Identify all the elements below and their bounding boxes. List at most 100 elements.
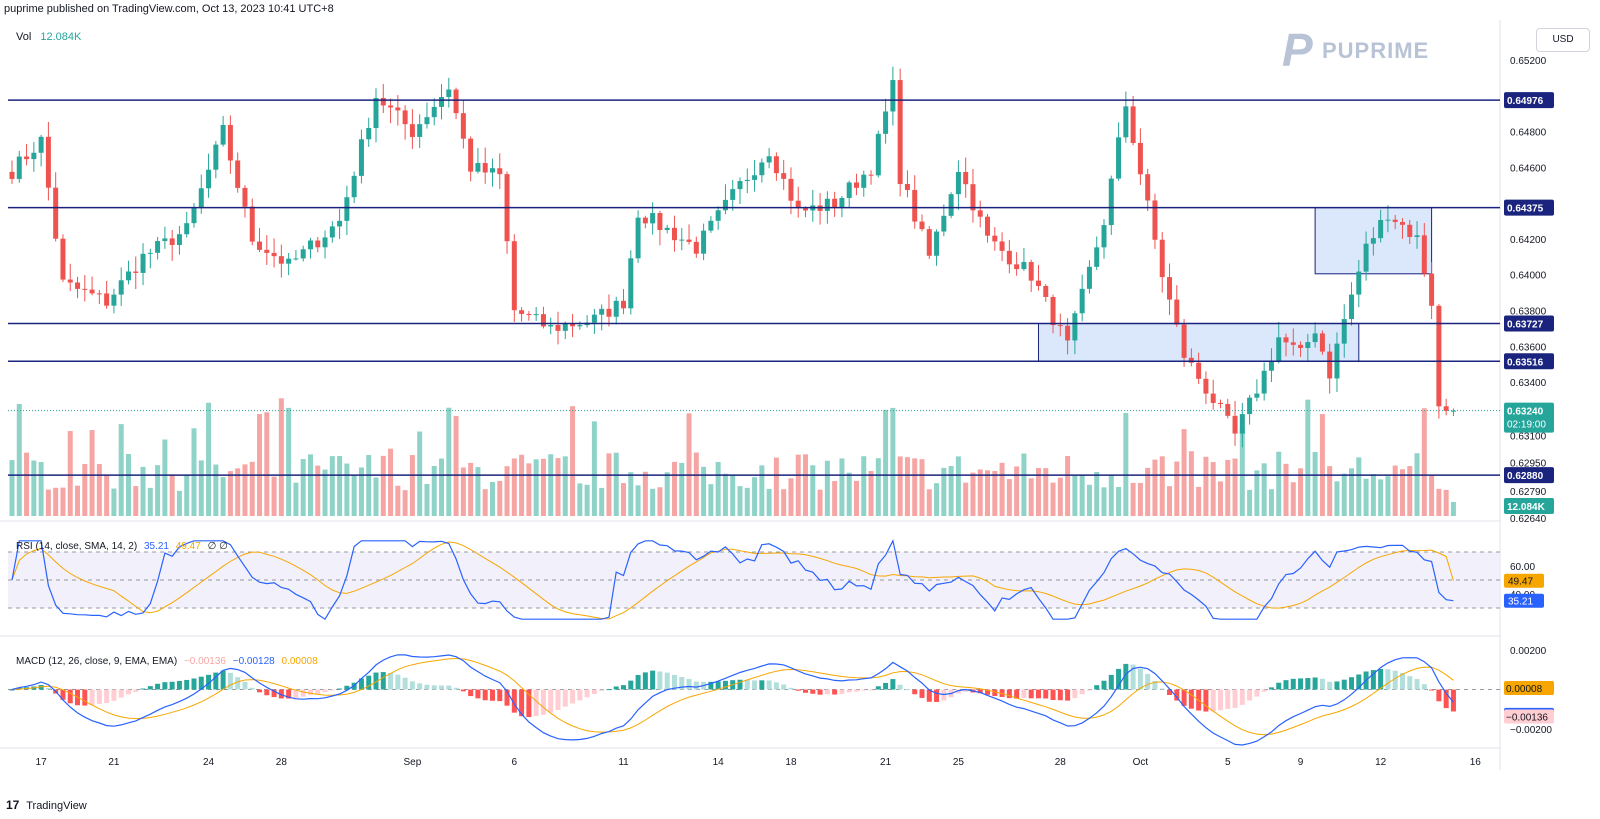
macd-histogram-bar: [606, 689, 612, 691]
candle-body: [388, 105, 394, 108]
volume-bar: [817, 489, 823, 516]
candle-body: [293, 258, 299, 260]
volume-bar: [344, 463, 350, 516]
volume-legend: Vol 12.084K: [16, 31, 81, 43]
volume-bar: [1399, 469, 1405, 516]
candle-body: [409, 124, 415, 137]
volume-bar: [1174, 461, 1180, 516]
volume-bar: [526, 463, 532, 516]
volume-bar: [475, 467, 481, 516]
macd-signal-value: 0.00008: [281, 656, 318, 667]
macd-histogram-bar: [1123, 663, 1129, 690]
volume-bar: [1159, 456, 1165, 516]
candle-body: [1261, 370, 1267, 394]
macd-histogram-bar: [1334, 681, 1340, 690]
macd-histogram-bar: [257, 689, 263, 693]
macd-histogram-bar: [373, 672, 379, 690]
candle-body: [570, 323, 576, 327]
volume-bar: [504, 466, 510, 516]
macd-histogram-bar: [307, 689, 313, 695]
macd-value-badge: [1504, 709, 1554, 724]
volume-bar: [1392, 465, 1398, 516]
candle-body: [992, 235, 998, 242]
volume-bar: [395, 485, 401, 516]
volume-bar: [1443, 489, 1449, 516]
volume-bar: [1021, 453, 1027, 516]
volume-bar: [664, 472, 670, 516]
macd-histogram-bar: [955, 689, 961, 694]
candle-body: [198, 188, 204, 208]
candle-body: [53, 187, 59, 239]
candle-body: [693, 241, 699, 254]
candle-body: [1378, 219, 1384, 239]
macd-histogram-bar: [846, 689, 852, 693]
macd-histogram-bar: [817, 689, 823, 695]
candle-body: [577, 325, 583, 327]
volume-bar: [1203, 456, 1209, 516]
candle-body: [322, 237, 328, 248]
candle-body: [868, 174, 874, 176]
volume-bar: [446, 407, 452, 516]
volume-bar: [941, 467, 947, 516]
candle-body: [45, 136, 51, 188]
macd-histogram-bar: [1290, 678, 1296, 690]
y-tick-label: 0.64200: [1510, 235, 1547, 246]
candle-body: [1312, 333, 1318, 343]
volume-bar: [715, 461, 721, 516]
rsi-badge: [1504, 593, 1544, 608]
candle-body: [883, 111, 889, 134]
volume-bar: [169, 474, 175, 516]
candle-body: [875, 133, 881, 176]
candle-body: [140, 253, 146, 273]
volume-bar: [1210, 462, 1216, 516]
volume-bar: [104, 475, 110, 516]
macd-histogram-bar: [89, 689, 95, 706]
candle-body: [708, 220, 714, 231]
volume-bar: [1414, 453, 1420, 516]
macd-tick-label: −0.00200: [1510, 725, 1552, 736]
macd-histogram-bar: [737, 679, 743, 690]
macd-histogram-bar: [329, 689, 335, 691]
candle-body: [722, 199, 728, 211]
macd-histogram-bar: [1436, 689, 1442, 702]
candle-body: [759, 162, 765, 176]
macd-histogram-bar: [795, 689, 801, 691]
macd-histogram-bar: [96, 689, 102, 704]
candle-body: [380, 97, 386, 106]
candle-body: [9, 171, 15, 179]
macd-histogram-bar: [985, 689, 991, 695]
macd-histogram-bar: [453, 687, 459, 690]
candle-body: [599, 308, 605, 315]
volume-bar: [1050, 482, 1056, 516]
macd-histogram-bar: [621, 685, 627, 690]
macd-histogram-bar: [1385, 669, 1391, 690]
macd-histogram-bar: [1028, 689, 1034, 699]
macd-histogram-bar: [1414, 679, 1420, 690]
volume-bar: [53, 487, 59, 516]
volume-bar: [1450, 502, 1456, 516]
volume-bar: [1429, 474, 1435, 516]
candle-body: [1130, 106, 1136, 143]
macd-histogram-bar: [519, 689, 525, 717]
y-tick-label: 0.62790: [1510, 487, 1547, 498]
volume-bar: [337, 456, 343, 516]
volume-bar: [919, 459, 925, 516]
candle-body: [1232, 415, 1238, 434]
candle-body: [1079, 288, 1085, 314]
macd-histogram-bar: [1065, 689, 1071, 701]
macd-histogram-bar: [548, 689, 554, 713]
volume-bar: [468, 462, 474, 516]
macd-histogram-bar: [1006, 689, 1012, 699]
rsi-badge-label: 35.21: [1508, 597, 1533, 608]
puprime-logo-text: PUPRIME: [1322, 38, 1430, 63]
volume-bar: [628, 472, 634, 516]
currency-button[interactable]: USD: [1536, 28, 1590, 52]
rsi-extra: ∅ ∅: [207, 541, 228, 552]
volume-bar: [1152, 459, 1158, 516]
candle-body: [1254, 393, 1260, 398]
volume-bar: [133, 486, 139, 516]
macd-histogram-bar: [278, 689, 284, 699]
candle-body: [752, 175, 758, 180]
macd-histogram-bar: [853, 689, 859, 692]
